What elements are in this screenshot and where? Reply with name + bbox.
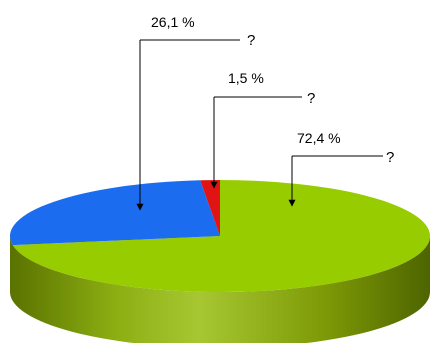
slice-green: [12, 180, 430, 292]
slice-legend-red: ?: [307, 90, 315, 107]
slice-label-green: 72,4 %: [297, 130, 341, 146]
slice-label-blue: 26,1 %: [151, 14, 195, 30]
slice-label-red: 1,5 %: [228, 70, 264, 86]
slice-red: [200, 180, 220, 236]
slice-legend-green: ?: [386, 149, 394, 166]
pie-leaders: [136, 39, 383, 211]
pie-slices: [9, 180, 430, 292]
pie-side-wall: [10, 236, 430, 343]
slice-blue: [9, 180, 220, 246]
slice-legend-blue: ?: [247, 32, 255, 49]
